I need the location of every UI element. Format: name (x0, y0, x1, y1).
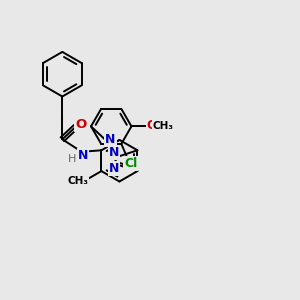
Text: N: N (105, 133, 116, 146)
Text: N: N (109, 162, 119, 175)
Text: N: N (109, 146, 119, 159)
Text: O: O (75, 118, 87, 131)
Text: CH₃: CH₃ (67, 176, 88, 186)
Text: CH₃: CH₃ (153, 121, 174, 131)
Text: Cl: Cl (124, 157, 137, 170)
Text: O: O (147, 119, 157, 132)
Text: H: H (68, 154, 76, 164)
Text: N: N (78, 149, 88, 162)
